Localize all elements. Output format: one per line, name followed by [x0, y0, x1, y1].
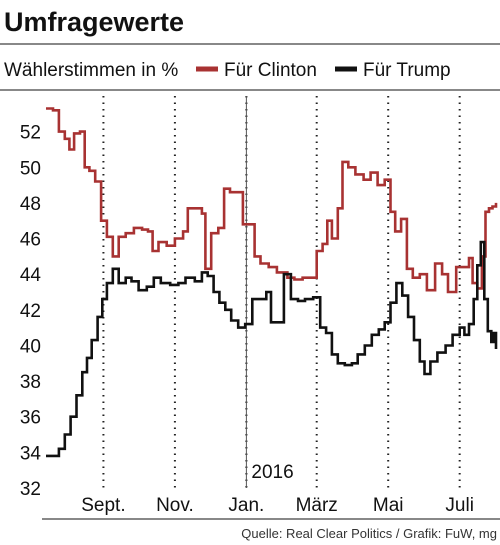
source-note: Quelle: Real Clear Politics / Grafik: Fu…: [241, 526, 497, 541]
y-tick-label: 46: [20, 230, 41, 251]
y-tick-label: 32: [20, 479, 41, 500]
legend-label-trump: Für Trump: [363, 60, 451, 81]
x-tick-label: Sept.: [81, 495, 125, 516]
y-axis-ticks: 32 34 36 38 40 42 44 46 48 50 52: [20, 123, 42, 500]
y-tick-label: 34: [20, 443, 42, 464]
x-tick-label: März: [296, 495, 338, 516]
y-tick-label: 36: [20, 408, 41, 429]
legend: Für Clinton Für Trump: [196, 60, 451, 81]
y-tick-label: 38: [20, 372, 41, 393]
series-lines: [46, 107, 498, 458]
grid: [102, 96, 461, 488]
series-line-trump: [46, 240, 498, 458]
y-tick-label: 50: [20, 158, 41, 179]
legend-label-clinton: Für Clinton: [224, 60, 317, 81]
series-line-clinton: [46, 107, 498, 294]
y-tick-label: 44: [20, 265, 42, 286]
y-tick-label: 48: [20, 194, 41, 215]
y-tick-label: 40: [20, 336, 41, 357]
x-tick-label: Juli: [445, 495, 474, 516]
y-axis-label: Wählerstimmen in %: [4, 60, 178, 81]
x-tick-label: Jan.: [228, 495, 264, 516]
chart-title: Umfragewerte: [4, 7, 184, 37]
y-tick-label: 52: [20, 123, 41, 144]
year-label: 2016: [251, 462, 293, 483]
x-axis-ticks: Sept. Nov. Jan. März Mai Juli: [81, 495, 474, 516]
x-tick-label: Mai: [373, 495, 404, 516]
x-tick-label: Nov.: [156, 495, 194, 516]
y-tick-label: 42: [20, 301, 41, 322]
